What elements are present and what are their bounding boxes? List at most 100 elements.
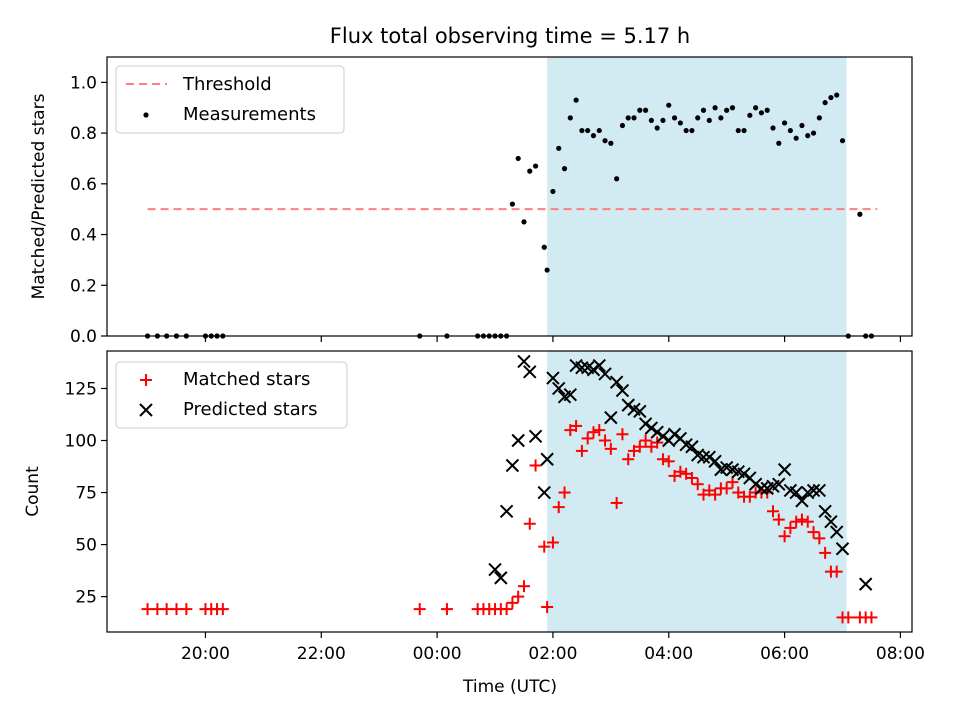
measurement-point <box>753 105 759 111</box>
matched-star-point <box>506 596 519 609</box>
matched-star-point <box>512 590 525 603</box>
bottom-panel: 25 50 75 100 125 20:00 22:00 00:00 02:00 04:00 06… <box>23 350 925 697</box>
matched-star-point <box>604 442 617 455</box>
top-legend-box <box>115 65 345 134</box>
measurement-point <box>637 107 643 113</box>
legend-measurements-label: Measurements <box>183 104 316 125</box>
top-observing-span <box>547 57 847 336</box>
predicted-star-point <box>598 367 612 381</box>
predicted-star-point <box>511 433 525 448</box>
matched-star-point <box>674 465 687 478</box>
bottom-y-ticks: 25 50 75 100 125 <box>65 379 107 608</box>
measurement-point <box>579 127 585 134</box>
legend-matched-swatch <box>140 374 152 386</box>
top-axes-frame <box>106 56 913 337</box>
matched-star-point <box>440 603 453 616</box>
measurement-point <box>857 211 863 217</box>
measurement-point <box>567 115 573 121</box>
predicted-star-point <box>633 404 647 419</box>
measurement-point <box>521 219 527 225</box>
measurement-point <box>781 120 788 126</box>
measurement-point <box>747 112 753 118</box>
bottom-observing-span <box>547 351 847 632</box>
measurement-point <box>585 127 591 134</box>
matched-star-point <box>685 471 698 484</box>
figure-title: Flux total observing time = 5.17 h <box>330 24 690 48</box>
predicted-star-point <box>696 450 711 464</box>
matched-star-point <box>778 530 791 543</box>
predicted-star-point <box>488 562 502 577</box>
predicted-star-point <box>499 504 514 518</box>
measurement-point <box>816 115 822 121</box>
measurement-point <box>527 168 533 174</box>
top-legend: Threshold Measurements <box>115 65 345 134</box>
measurement-point <box>695 115 701 121</box>
top-x-ticks <box>204 336 902 342</box>
predicted-star-point <box>835 542 850 556</box>
matched-star-point <box>784 521 797 534</box>
predicted-star-point <box>644 421 659 435</box>
measurement-point <box>712 105 718 111</box>
measurement-point <box>700 107 707 113</box>
measurement-point <box>689 127 695 134</box>
predicted-star-point <box>494 571 508 585</box>
xtick-label: 00:00 <box>413 644 462 664</box>
measurement-point <box>608 140 614 146</box>
matched-star-point <box>587 426 600 439</box>
measurement-point <box>799 122 805 129</box>
measurement-point <box>758 110 765 116</box>
measurement-point <box>532 163 539 169</box>
xtick-label: 20:00 <box>181 644 230 664</box>
measurement-point <box>706 117 712 124</box>
legend-predicted-swatch <box>139 403 153 417</box>
measurement-point <box>648 117 654 124</box>
measurement-point <box>787 127 793 134</box>
bottom-ytick-label: 100 <box>65 432 97 452</box>
matched-star-point <box>819 546 832 559</box>
measurement-point <box>654 125 660 131</box>
matched-star-point <box>575 444 588 457</box>
predicted-star-point <box>812 483 827 498</box>
predicted-star-point <box>505 458 520 473</box>
top-ytick-label: 0.2 <box>70 276 97 296</box>
matched-star-point <box>790 515 803 528</box>
predicted-star-point <box>604 410 618 425</box>
measurement-point <box>590 133 597 139</box>
measurement-point <box>573 97 579 103</box>
predicted-star-point <box>754 481 769 496</box>
matched-star-point <box>180 603 193 616</box>
predicted-star-point <box>615 383 630 398</box>
measurement-point <box>793 135 799 141</box>
measurement-point <box>666 102 672 108</box>
matched-star-point <box>633 440 646 453</box>
measurement-point <box>541 244 547 250</box>
predicted-star-point <box>540 452 554 466</box>
measurement-point <box>619 122 626 129</box>
matched-star-point <box>795 513 808 526</box>
xtick-label: 02:00 <box>528 644 577 664</box>
bottom-ytick-label: 25 <box>75 588 97 608</box>
matched-star-point <box>709 488 722 501</box>
matched-star-point <box>529 459 542 472</box>
predicted-star-point <box>806 483 821 498</box>
legend-matched-label: Matched stars <box>183 369 310 390</box>
predicted-star-point <box>517 354 531 369</box>
predicted-star-point <box>795 494 809 508</box>
matched-star-point <box>538 540 551 553</box>
measurement-point <box>671 115 678 121</box>
matched-star-point <box>813 532 826 545</box>
measurement-point <box>741 127 747 134</box>
top-y-ticks: 0.0 0.2 0.4 0.6 0.8 1.0 <box>70 73 107 347</box>
matched-star-point <box>662 455 675 468</box>
bottom-legend-box <box>115 361 348 429</box>
matched-star-point <box>616 428 629 441</box>
measurement-point <box>677 120 683 126</box>
predicted-star-point <box>609 375 624 389</box>
measurement-point <box>718 115 724 121</box>
bottom-x-ticks: 20:00 22:00 00:00 02:00 04:00 06:00 08:00 <box>181 632 925 664</box>
predicted-star-point <box>592 358 606 373</box>
matched-star-point <box>610 496 623 509</box>
matched-star-point <box>830 565 843 578</box>
predicted-star-point <box>667 427 682 441</box>
